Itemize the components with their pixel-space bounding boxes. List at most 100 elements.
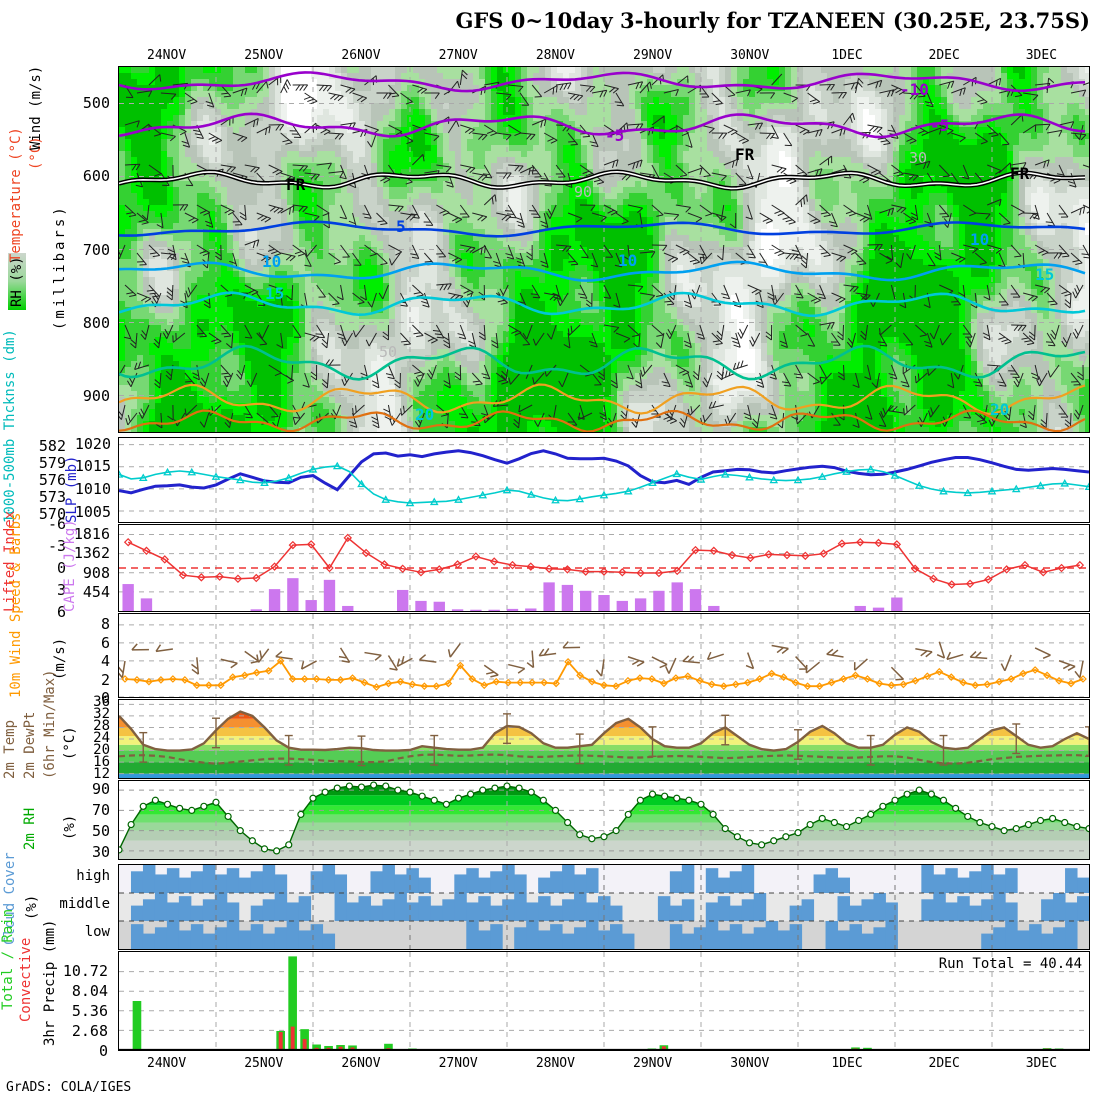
axis-label-total-rain: Total / Rain: [0, 908, 16, 1010]
axis-tick-label: 3: [56, 581, 66, 599]
run-total-label: Run Total = 40.44: [938, 956, 1082, 972]
axis-tick-label: 16: [93, 753, 110, 770]
axis-label-2m-rh: 2m RH: [22, 807, 38, 850]
date-label: 28NOV: [535, 1056, 575, 1071]
axis-tick-label: 28: [93, 718, 110, 735]
cape-ticks: 1816 1362 908 454: [58, 524, 116, 612]
temp-ticks: 12 16 20 24 28 32 36: [58, 694, 116, 782]
footer-credit: GrADS: COLA/IGES: [6, 1080, 132, 1095]
cloud-row-label: high: [76, 868, 110, 884]
date-label: 30NOV: [730, 48, 770, 63]
precip-ticks: 0 2.68 5.36 8.04 10.72: [48, 951, 114, 1060]
axis-tick-label: 800: [82, 313, 110, 332]
axis-tick-label: 8: [100, 615, 110, 634]
date-label: 27NOV: [438, 1056, 478, 1071]
panel-wind10m: [118, 613, 1090, 698]
axis-label-precip-unit: 3hr Precip (mm): [42, 919, 58, 1046]
date-label: 1DEC: [831, 1056, 863, 1071]
date-label: 2DEC: [928, 48, 960, 63]
axis-tick-label: 6: [100, 633, 110, 652]
rh2m-ticks: 30 50 70 90: [58, 780, 116, 860]
axis-tick-label: 1015: [74, 457, 111, 476]
contour-label: FR: [1010, 164, 1030, 183]
page-title: GFS 0~10day 3-hourly for TZANEEN (30.25E…: [455, 8, 1090, 33]
contour-label: 15: [1035, 265, 1055, 284]
axis-tick-label: 6: [56, 603, 66, 621]
date-label: 3DEC: [1025, 48, 1058, 63]
axis-tick-label: 0: [98, 1042, 108, 1060]
panel-rh2m: [118, 780, 1090, 860]
axis-tick-label: 454: [82, 583, 110, 602]
axis-tick-label: 900: [82, 387, 110, 406]
date-label: 26NOV: [341, 1056, 381, 1071]
axis-tick-label: 4: [100, 652, 110, 671]
date-label: 1DEC: [831, 48, 863, 63]
cloud-row-label: middle: [59, 896, 110, 912]
panel-temp-dewpt: [118, 699, 1090, 779]
axis-label-2m-dewpt: 2m DewPt: [22, 711, 38, 779]
axis-tick-label: -3: [47, 537, 66, 555]
contour-label: FR: [286, 175, 306, 194]
contour-label: 10: [618, 251, 638, 270]
contour-label: 5: [396, 217, 406, 236]
axis-tick-label: 70: [91, 801, 110, 820]
axis-tick-label: 10.72: [62, 962, 108, 980]
date-label: 24NOV: [147, 48, 187, 63]
axis-label-minmax: (6hr Min/Max): [42, 669, 58, 779]
axis-tick-label: 0: [56, 559, 66, 577]
axis-tick-label: -6: [47, 515, 66, 533]
contour-label: 10: [970, 230, 990, 249]
date-label: 26NOV: [341, 48, 381, 63]
contour-label: 20: [990, 400, 1010, 419]
axis-label-temperature: Temperature (°C): [8, 127, 24, 262]
axis-tick-label: 1816: [73, 524, 110, 543]
slp-ticks: 1020 1015 1010 1005: [62, 435, 117, 523]
contour-label: FR: [735, 145, 755, 164]
panel-slp-thickness: [118, 437, 1090, 523]
axis-tick-label: 600: [82, 167, 110, 186]
date-label: 25NOV: [244, 1056, 284, 1071]
axis-tick-label: 5.36: [71, 1002, 108, 1020]
axis-label-2m-temp: 2m Temp: [2, 719, 18, 779]
date-label: 3DEC: [1025, 1056, 1058, 1071]
axis-tick-label: 8.04: [71, 982, 108, 1000]
axis-label-rh-unit: (%): [62, 814, 78, 840]
axis-label-cloud-unit: (%): [24, 894, 40, 920]
date-label: 29NOV: [633, 48, 673, 63]
top-date-axis: 24NOV 25NOV 26NOV 27NOV 28NOV 29NOV 30NOV 1DEC 2…: [0, 48, 1100, 66]
axis-tick-label: 2: [100, 670, 110, 689]
axis-tick-label: 908: [82, 563, 110, 582]
axis-tick-label: 579: [38, 453, 66, 472]
panel-precip: [118, 951, 1090, 1051]
axis-tick-label: 576: [38, 471, 66, 489]
axis-label-wind: Wind (m/s): [28, 65, 44, 150]
axis-tick-label: 700: [82, 240, 110, 259]
date-label: 24NOV: [147, 1056, 187, 1071]
axis-tick-label: 1010: [74, 480, 111, 499]
axis-tick-label: 573: [38, 488, 66, 507]
axis-tick-label: 90: [91, 780, 110, 799]
axis-tick-label: 12: [93, 765, 110, 782]
panel-cloud-cover: [118, 864, 1090, 950]
contour-label: 15: [265, 284, 285, 303]
contour-label: 10: [262, 252, 282, 271]
lifted-index-ticks: -6 -3 0 3 6: [12, 515, 72, 621]
axis-tick-label: 0: [100, 689, 110, 707]
axis-tick-label: 1362: [73, 544, 110, 563]
axis-label-thickness: 1000-500mb Thcknss (dm): [2, 329, 18, 523]
date-label: 30NOV: [730, 1056, 770, 1071]
axis-label-temp-unit2: (°C): [62, 726, 78, 760]
contour-label: -5: [605, 126, 625, 145]
axis-tick-label: 24: [93, 730, 110, 746]
cloud-row-label: low: [84, 924, 110, 940]
date-label: 29NOV: [633, 1056, 673, 1071]
axis-tick-label: 570: [38, 505, 66, 524]
bottom-date-axis: 24NOV 25NOV 26NOV 27NOV 28NOV 29NOV 30NOV 1DEC 2…: [0, 1056, 1100, 1074]
contour-label: 20: [415, 405, 435, 424]
date-label: 28NOV: [535, 48, 575, 63]
thickness-ticks: 582 579 576 573 570: [12, 437, 72, 524]
axis-label-slp: SLP (mb): [64, 455, 80, 523]
axis-label-wind10m: 10m Wind Speed & Barbs: [8, 512, 24, 698]
axis-label-pressure: (millibars): [52, 204, 68, 330]
